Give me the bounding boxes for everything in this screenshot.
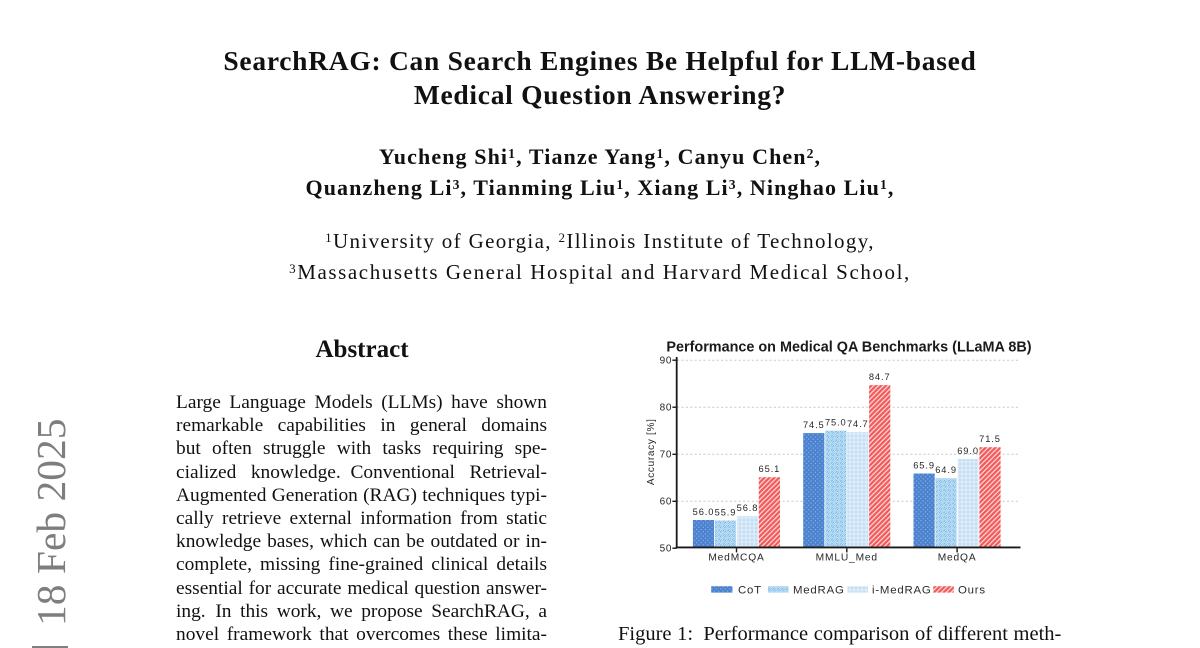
svg-text:i-MedRAG: i-MedRAG [872,584,932,596]
svg-text:84.7: 84.7 [869,372,891,382]
svg-text:90: 90 [660,355,673,366]
svg-text:65.9: 65.9 [913,461,935,471]
svg-text:Ours: Ours [958,584,986,596]
svg-text:MMLU_Med: MMLU_Med [816,553,878,564]
svg-text:MedQA: MedQA [938,553,977,564]
svg-text:80: 80 [660,402,673,413]
svg-text:56.8: 56.8 [737,503,759,513]
svg-text:55.9: 55.9 [715,508,737,518]
svg-text:64.9: 64.9 [935,465,957,475]
svg-text:50: 50 [660,543,673,554]
svg-text:MedMCQA: MedMCQA [708,553,764,564]
svg-text:60: 60 [660,497,673,508]
svg-text:Accuracy [%]: Accuracy [%] [646,418,657,485]
svg-text:74.7: 74.7 [847,419,869,429]
svg-text:74.5: 74.5 [803,420,825,430]
svg-text:75.0: 75.0 [825,418,847,428]
svg-text:MedRAG: MedRAG [793,584,845,596]
svg-text:69.0: 69.0 [957,446,979,456]
svg-text:71.5: 71.5 [979,434,1001,444]
svg-text:65.1: 65.1 [759,464,781,474]
svg-text:Performance on Medical QA Benc: Performance on Medical QA Benchmarks (LL… [666,340,1031,356]
svg-text:70: 70 [660,450,673,461]
svg-text:56.0: 56.0 [693,507,715,517]
svg-text:CoT: CoT [738,584,762,596]
